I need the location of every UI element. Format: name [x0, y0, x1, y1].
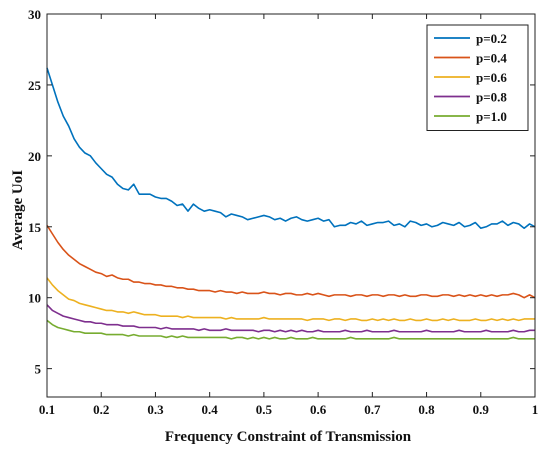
y-tick-label: 5: [35, 362, 42, 377]
x-tick-label: 1: [532, 402, 539, 417]
series-line-5: [46, 319, 535, 340]
x-tick-label: 0.4: [202, 402, 219, 417]
y-tick-label: 10: [28, 291, 41, 306]
y-tick-label: 15: [28, 220, 42, 235]
series-line-2: [46, 224, 536, 299]
series-layer: [46, 67, 536, 340]
y-axis-title: Average UoI: [10, 170, 26, 250]
x-tick-label: 0.6: [310, 402, 327, 417]
x-tick-label: 0.5: [256, 402, 273, 417]
x-tick-label: 0.9: [473, 402, 490, 417]
legend-label-2: p=0.4: [476, 51, 507, 66]
x-tick-label: 0.1: [39, 402, 55, 417]
x-tick-label: 0.8: [418, 402, 435, 417]
series-line-3: [46, 277, 535, 322]
series-line-1: [46, 67, 536, 229]
x-tick-label: 0.3: [147, 402, 164, 417]
y-tick-label: 20: [28, 149, 41, 164]
legend-label-1: p=0.2: [476, 31, 507, 46]
x-axis-title: Frequency Constraint of Transmission: [165, 429, 412, 445]
x-tick-label: 0.7: [364, 402, 381, 417]
legend-label-4: p=0.8: [476, 90, 507, 105]
legend: p=0.2 p=0.4 p=0.6 p=0.8 p=1.0: [426, 24, 529, 131]
y-tick-label: 25: [28, 78, 42, 93]
y-tick-label: 30: [28, 7, 41, 22]
plot-frame: [46, 13, 536, 398]
series-line-4: [46, 304, 535, 333]
x-tick-label: 0.2: [93, 402, 109, 417]
legend-label-5: p=1.0: [476, 109, 507, 124]
legend-label-3: p=0.6: [476, 70, 507, 85]
